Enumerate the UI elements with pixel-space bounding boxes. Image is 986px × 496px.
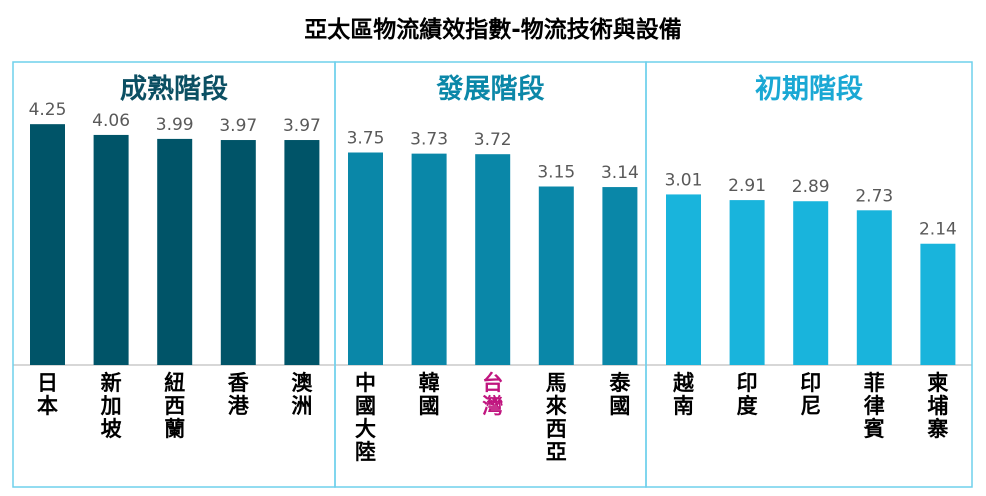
stage-panel (645, 61, 973, 488)
bar (220, 140, 256, 365)
data-label: 3.01 (665, 170, 703, 190)
bar (411, 153, 447, 365)
category-label: 中國大陸 (355, 371, 376, 464)
bar (793, 201, 829, 365)
stage-heading: 發展階段 (436, 74, 545, 105)
data-label: 3.14 (601, 163, 639, 183)
bar (856, 210, 892, 365)
bar (666, 194, 701, 365)
stage-heading: 初期階段 (755, 74, 863, 105)
chart-title: 亞太區物流績效指數-物流技術與設備 (304, 17, 682, 43)
data-label: 3.75 (347, 129, 385, 149)
category-label: 韓國 (419, 371, 440, 418)
category-label: 越南 (672, 371, 695, 418)
category-label: 印尼 (800, 371, 821, 418)
category-label: 台灣 (482, 371, 503, 418)
data-label: 4.06 (92, 111, 130, 131)
data-label: 3.97 (283, 116, 321, 136)
bar (93, 134, 129, 365)
category-label: 日本 (37, 371, 58, 418)
category-label: 柬埔寨 (927, 371, 948, 441)
data-label: 2.89 (792, 177, 830, 197)
category-label: 泰國 (608, 371, 631, 418)
category-label: 印度 (737, 371, 758, 418)
bar (284, 140, 320, 365)
bar (729, 200, 765, 365)
data-label: 3.72 (474, 130, 512, 150)
category-label: 澳洲 (291, 371, 313, 418)
category-label: 菲律賓 (863, 371, 885, 441)
category-label: 香港 (228, 371, 250, 418)
category-label: 馬來西亞 (546, 371, 567, 464)
bar (538, 186, 574, 365)
bar (157, 138, 193, 365)
data-label: 3.15 (537, 163, 575, 183)
bar (475, 154, 511, 365)
bar (920, 243, 956, 365)
data-label: 2.91 (728, 176, 766, 196)
data-label: 3.73 (410, 130, 448, 150)
bar (602, 187, 638, 365)
bar (348, 152, 383, 365)
category-label: 紐西蘭 (164, 371, 185, 441)
data-label: 3.97 (219, 116, 257, 136)
data-label: 2.73 (855, 186, 893, 206)
data-label: 2.14 (919, 220, 957, 240)
bar (30, 124, 65, 366)
data-label: 3.99 (156, 115, 194, 135)
stage-heading: 成熟階段 (120, 73, 228, 105)
data-label: 4.25 (29, 100, 67, 120)
category-label: 新加坡 (100, 371, 122, 441)
